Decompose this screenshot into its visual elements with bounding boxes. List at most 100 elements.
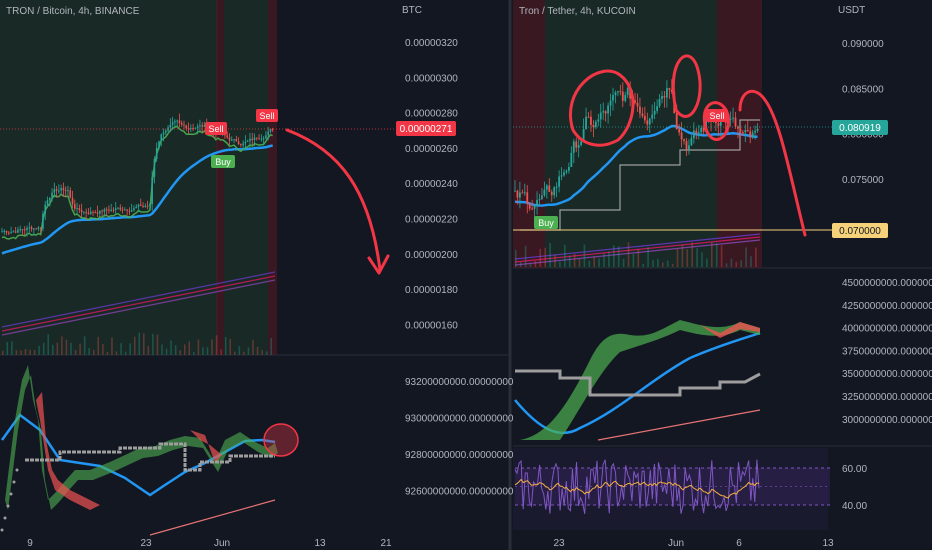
candle-body <box>651 114 654 119</box>
candle-body <box>144 205 147 207</box>
highlight-circle <box>263 423 299 457</box>
y-tick-label: 0.00000240 <box>405 179 458 190</box>
candle-body <box>42 213 44 229</box>
candle-body <box>19 229 21 231</box>
volume-bar <box>170 340 172 355</box>
volume-bar <box>559 261 561 267</box>
volume-bar <box>608 251 610 267</box>
left-price-tag-text: 0.00000271 <box>400 124 453 135</box>
volume-bar <box>174 345 177 355</box>
candle-body <box>607 105 609 114</box>
buy-label: Buy <box>211 155 235 168</box>
candle-body <box>555 186 558 188</box>
y-tick-label: 92600000000.00000000 <box>405 487 514 498</box>
candle-body <box>582 129 585 142</box>
candle-body <box>572 141 575 153</box>
candle-body <box>737 126 739 129</box>
candle-body <box>158 141 160 149</box>
candle-body <box>668 88 671 90</box>
candle-body <box>117 207 119 209</box>
indicator-dot <box>12 480 16 484</box>
x-tick-label: 23 <box>140 538 152 549</box>
candle-body <box>538 199 541 201</box>
y-tick-label: 0.00000160 <box>405 320 458 331</box>
candle-body <box>35 228 37 230</box>
candle-body <box>653 110 656 115</box>
volume-bar <box>745 247 747 267</box>
volume-bar <box>617 246 620 267</box>
candle-body <box>94 212 97 214</box>
candle-body <box>597 119 600 122</box>
indicator-ribbon <box>36 392 100 510</box>
volume-bar <box>15 350 18 355</box>
candle-body <box>560 175 563 177</box>
candle-body <box>87 212 90 214</box>
candle-body <box>162 132 165 135</box>
candle-body <box>33 228 35 230</box>
volume-bar <box>642 263 644 267</box>
volume-bar <box>24 349 27 355</box>
candle-body <box>519 192 521 198</box>
trend-line <box>1 279 276 336</box>
volume-bar <box>161 344 163 355</box>
candle-body <box>258 138 260 140</box>
volume-bar <box>65 339 68 355</box>
step-line <box>515 369 761 397</box>
candle-body <box>590 116 592 125</box>
candle-body <box>685 141 688 150</box>
candle-body <box>242 143 244 146</box>
volume-bar <box>11 341 13 355</box>
candle-body <box>641 113 644 116</box>
candle-body <box>105 209 108 211</box>
volume-bar <box>261 350 263 355</box>
candle-body <box>101 210 103 212</box>
candle-body <box>226 135 229 138</box>
candle-body <box>269 128 272 132</box>
candle-body <box>565 170 568 173</box>
candle-body <box>28 227 31 229</box>
moving-average-line <box>514 124 758 207</box>
y-tick-label: 0.00000220 <box>405 215 458 226</box>
candle-body <box>74 204 76 209</box>
candle-body <box>121 209 124 211</box>
right-indicator-axis: 4500000000.000000 4250000000.000000 400000… <box>842 278 932 426</box>
volume-bar <box>529 263 532 267</box>
candle-body <box>580 141 583 145</box>
volume-bar <box>143 333 145 355</box>
y-tick-label: 4000000000.000000 <box>842 324 932 335</box>
candle-body <box>523 192 526 194</box>
x-tick-label: 6 <box>736 538 742 549</box>
y-tick-label: 60.00 <box>842 464 867 475</box>
volume-bar <box>243 351 245 355</box>
volume-bar <box>215 335 218 355</box>
trend-line <box>1 275 276 332</box>
buy-label: Buy <box>534 216 558 229</box>
candle-body <box>541 195 543 200</box>
y-tick-label: 92800000000.00000000 <box>405 450 514 461</box>
candle-body <box>17 229 19 233</box>
volume-bar <box>238 346 241 355</box>
candle-body <box>749 131 752 138</box>
hand-drawn-arrow <box>285 128 382 272</box>
support-tag-text: 0.070000 <box>839 226 881 237</box>
candle-body <box>92 211 94 213</box>
y-tick-label: 0.00000200 <box>405 250 458 261</box>
candle-body <box>688 145 690 150</box>
indicator-ribbon <box>5 365 278 510</box>
volume-bar <box>129 343 131 355</box>
moving-average-line <box>1 144 274 255</box>
candle-body <box>690 138 693 146</box>
candle-body <box>656 106 658 111</box>
candle-body <box>235 139 238 142</box>
candle-body <box>265 135 267 139</box>
rsi-signal-line <box>514 478 760 499</box>
volume-bar <box>544 247 546 267</box>
volume-bar <box>193 351 195 355</box>
candle-body <box>700 127 703 133</box>
candle-body <box>124 209 126 211</box>
candle-body <box>80 209 83 212</box>
candle-body <box>146 205 149 207</box>
candle-body <box>680 132 683 140</box>
candle-body <box>533 205 536 209</box>
